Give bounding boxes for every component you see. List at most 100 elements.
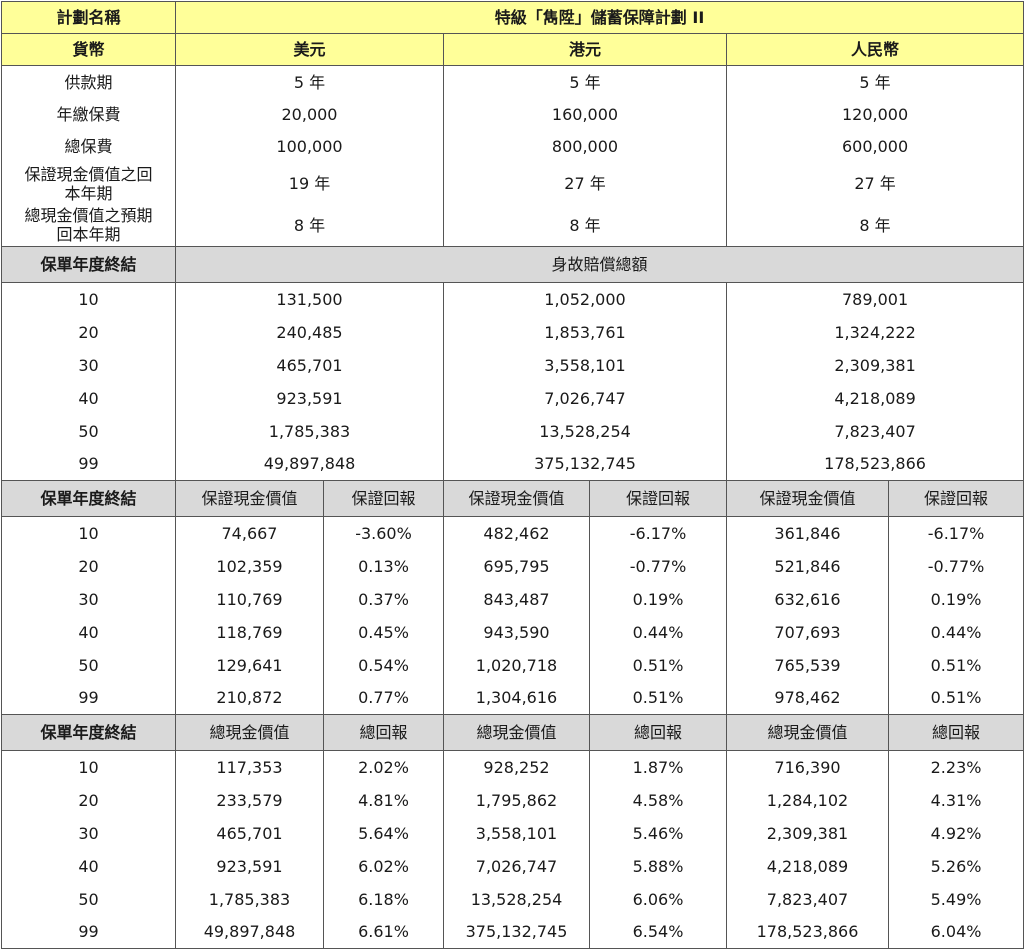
table-row: 20 233,579 4.81% 1,795,862 4.58% 1,284,1… bbox=[1, 783, 1024, 817]
policy-year: 99 bbox=[1, 447, 176, 481]
policy-year: 40 bbox=[1, 849, 176, 883]
guaranteed-value: 843,487 bbox=[443, 582, 590, 616]
guaranteed-return: 0.51% bbox=[887, 681, 1024, 715]
total-value: 117,353 bbox=[175, 750, 324, 784]
death-benefit-value: 465,701 bbox=[175, 348, 444, 382]
policy-year: 50 bbox=[1, 648, 176, 682]
total-return: 6.04% bbox=[887, 915, 1024, 949]
guaranteed-return: 0.77% bbox=[323, 681, 444, 715]
section-label: 保單年度終結 bbox=[1, 714, 176, 751]
table-row: 40 923,591 6.02% 7,026,747 5.88% 4,218,0… bbox=[1, 849, 1024, 883]
guaranteed-return-header: 保證回報 bbox=[323, 480, 444, 517]
total-value: 4,218,089 bbox=[726, 849, 889, 883]
total-return: 6.61% bbox=[323, 915, 444, 949]
total-value: 1,795,862 bbox=[443, 783, 590, 817]
total-return: 6.06% bbox=[589, 882, 727, 916]
guaranteed-return: 0.51% bbox=[589, 648, 727, 682]
guaranteed-return: -0.77% bbox=[887, 549, 1024, 583]
guaranteed-value-header: 保證現金價值 bbox=[443, 480, 590, 517]
currency-rmb: 人民幣 bbox=[725, 33, 1024, 66]
summary-label: 總保費 bbox=[1, 130, 176, 163]
total-return: 4.92% bbox=[887, 816, 1024, 850]
policy-year: 10 bbox=[1, 282, 176, 316]
guaranteed-value: 943,590 bbox=[443, 615, 590, 649]
guaranteed-value: 695,795 bbox=[443, 549, 590, 583]
guaranteed-value: 118,769 bbox=[175, 615, 324, 649]
summary-value: 160,000 bbox=[443, 98, 727, 131]
total-header: 保單年度終結 總現金價值 總回報 總現金價值 總回報 總現金價值 總回報 bbox=[1, 714, 1024, 751]
table-row: 30 110,769 0.37% 843,487 0.19% 632,616 0… bbox=[1, 582, 1024, 616]
total-return: 6.54% bbox=[589, 915, 727, 949]
summary-value: 8 年 bbox=[443, 204, 727, 247]
guaranteed-value-header: 保證現金價值 bbox=[726, 480, 889, 517]
policy-year: 20 bbox=[1, 315, 176, 349]
currency-label: 貨幣 bbox=[1, 33, 176, 66]
section-label: 保單年度終結 bbox=[1, 480, 176, 517]
total-return: 6.02% bbox=[323, 849, 444, 883]
guaranteed-value: 632,616 bbox=[726, 582, 889, 616]
guaranteed-value: 74,667 bbox=[175, 516, 324, 550]
summary-value: 5 年 bbox=[725, 65, 1024, 99]
section-label: 保單年度終結 bbox=[1, 246, 176, 283]
total-value: 716,390 bbox=[726, 750, 889, 784]
policy-year: 99 bbox=[1, 915, 176, 949]
total-return: 1.87% bbox=[589, 750, 727, 784]
death-benefit-value: 240,485 bbox=[175, 315, 444, 349]
table-row: 99 210,872 0.77% 1,304,616 0.51% 978,462… bbox=[1, 681, 1024, 715]
death-benefit-value: 49,897,848 bbox=[175, 447, 444, 481]
guaranteed-return: -3.60% bbox=[323, 516, 444, 550]
summary-row: 總現金價值之預期回本年期 8 年 8 年 8 年 bbox=[1, 204, 1024, 247]
guaranteed-value: 1,020,718 bbox=[443, 648, 590, 682]
total-return: 6.18% bbox=[323, 882, 444, 916]
summary-value: 5 年 bbox=[443, 65, 727, 99]
policy-year: 40 bbox=[1, 615, 176, 649]
summary-value: 800,000 bbox=[443, 130, 727, 163]
total-value: 13,528,254 bbox=[443, 882, 590, 916]
total-value-header: 總現金價值 bbox=[726, 714, 889, 751]
currency-usd: 美元 bbox=[175, 33, 444, 66]
total-return: 5.49% bbox=[887, 882, 1024, 916]
death-benefit-column-label: 身故賠償總額 bbox=[174, 246, 1024, 283]
policy-year: 99 bbox=[1, 681, 176, 715]
total-return: 5.46% bbox=[589, 816, 727, 850]
total-return-header: 總回報 bbox=[589, 714, 727, 751]
policy-year: 30 bbox=[1, 348, 176, 382]
death-benefit-value: 1,324,222 bbox=[725, 315, 1024, 349]
table-row: 10 131,500 1,052,000 789,001 bbox=[1, 282, 1024, 316]
summary-value: 5 年 bbox=[175, 65, 444, 99]
policy-year: 20 bbox=[1, 783, 176, 817]
total-return: 5.88% bbox=[589, 849, 727, 883]
total-value: 2,309,381 bbox=[726, 816, 889, 850]
table-row: 30 465,701 3,558,101 2,309,381 bbox=[1, 348, 1024, 382]
guaranteed-value: 765,539 bbox=[726, 648, 889, 682]
summary-label: 供款期 bbox=[1, 65, 176, 99]
plan-title: 特級「雋陞」儲蓄保障計劃 II bbox=[174, 1, 1024, 34]
total-return-header: 總回報 bbox=[323, 714, 444, 751]
policy-year: 50 bbox=[1, 882, 176, 916]
table-row: 99 49,897,848 375,132,745 178,523,866 bbox=[1, 447, 1024, 481]
death-benefit-value: 923,591 bbox=[175, 381, 444, 415]
table-row: 40 923,591 7,026,747 4,218,089 bbox=[1, 381, 1024, 415]
death-benefit-header: 保單年度終結 身故賠償總額 bbox=[1, 246, 1024, 283]
total-value-header: 總現金價值 bbox=[443, 714, 590, 751]
guaranteed-return: -0.77% bbox=[589, 549, 727, 583]
summary-row: 年繳保費 20,000 160,000 120,000 bbox=[1, 98, 1024, 131]
total-value: 7,026,747 bbox=[443, 849, 590, 883]
table-row: 20 240,485 1,853,761 1,324,222 bbox=[1, 315, 1024, 349]
guaranteed-return: 0.44% bbox=[589, 615, 727, 649]
death-benefit-value: 13,528,254 bbox=[443, 414, 727, 448]
plan-name-label: 計劃名稱 bbox=[1, 1, 176, 34]
summary-value: 27 年 bbox=[443, 162, 727, 205]
policy-year: 10 bbox=[1, 750, 176, 784]
guaranteed-value: 482,462 bbox=[443, 516, 590, 550]
summary-row: 供款期 5 年 5 年 5 年 bbox=[1, 65, 1024, 99]
guaranteed-value: 210,872 bbox=[175, 681, 324, 715]
death-benefit-value: 1,853,761 bbox=[443, 315, 727, 349]
death-benefit-value: 7,823,407 bbox=[725, 414, 1024, 448]
death-benefit-value: 789,001 bbox=[725, 282, 1024, 316]
guaranteed-header: 保單年度終結 保證現金價值 保證回報 保證現金價值 保證回報 保證現金價值 保證… bbox=[1, 480, 1024, 517]
summary-value: 27 年 bbox=[725, 162, 1024, 205]
total-return: 2.02% bbox=[323, 750, 444, 784]
summary-value: 19 年 bbox=[175, 162, 444, 205]
